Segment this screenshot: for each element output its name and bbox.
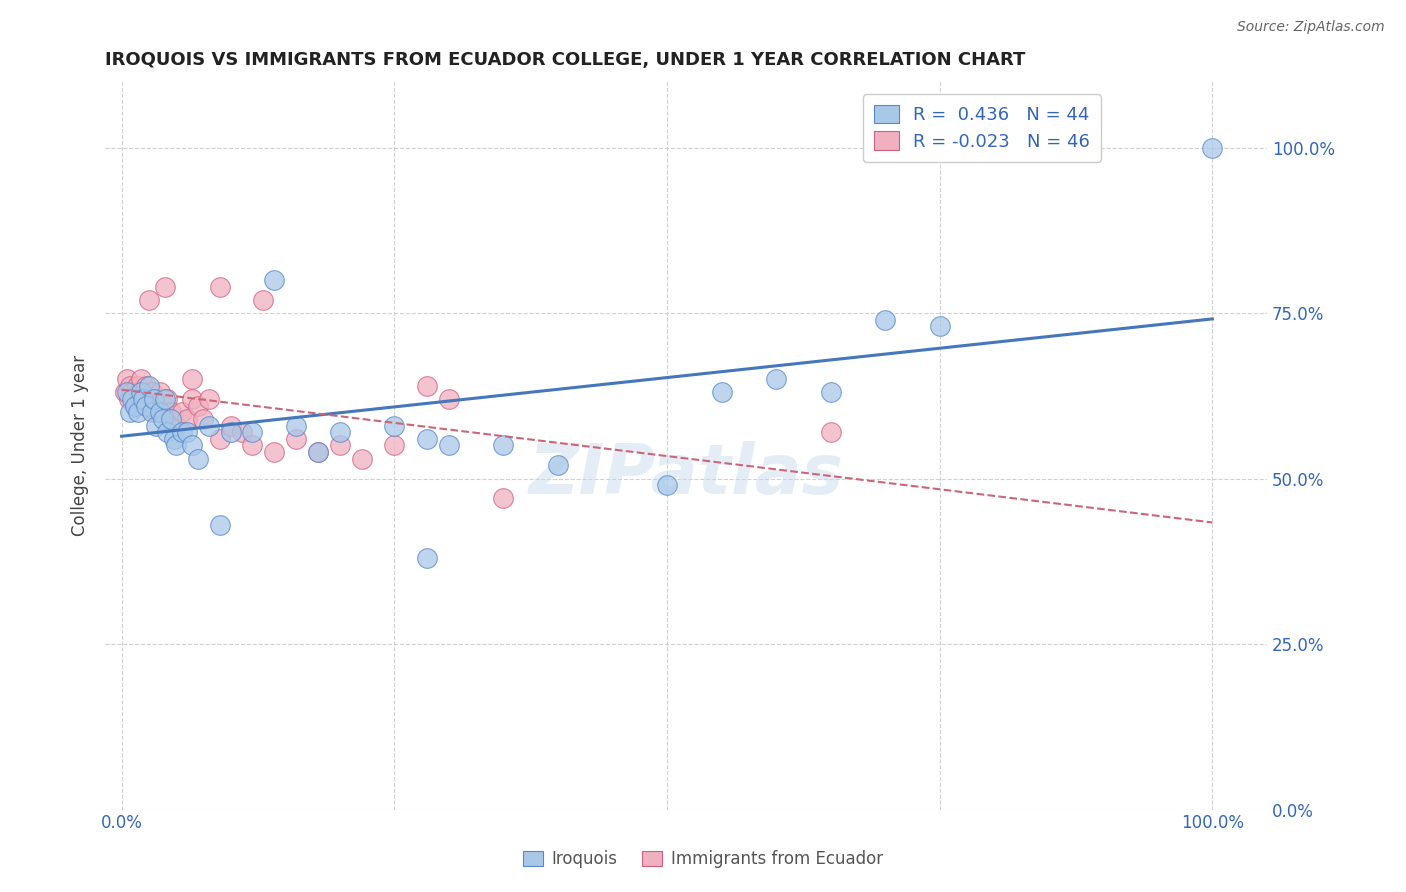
Point <box>242 438 264 452</box>
Point <box>176 412 198 426</box>
Point <box>125 379 148 393</box>
Point <box>187 451 209 466</box>
Point <box>242 425 264 440</box>
Point <box>416 551 439 566</box>
Text: IROQUOIS VS IMMIGRANTS FROM ECUADOR COLLEGE, UNDER 1 YEAR CORRELATION CHART: IROQUOIS VS IMMIGRANTS FROM ECUADOR COLL… <box>105 51 1025 69</box>
Text: Source: ZipAtlas.com: Source: ZipAtlas.com <box>1237 20 1385 34</box>
Legend: Iroquois, Immigrants from Ecuador: Iroquois, Immigrants from Ecuador <box>516 844 890 875</box>
Legend: R =  0.436   N = 44, R = -0.023   N = 46: R = 0.436 N = 44, R = -0.023 N = 46 <box>863 94 1101 161</box>
Point <box>152 412 174 426</box>
Point <box>121 392 143 406</box>
Point <box>145 418 167 433</box>
Point <box>141 385 163 400</box>
Point <box>710 385 733 400</box>
Point <box>187 399 209 413</box>
Point <box>118 392 141 406</box>
Point <box>285 418 308 433</box>
Point <box>121 385 143 400</box>
Point <box>329 438 352 452</box>
Point <box>307 445 329 459</box>
Point <box>129 372 152 386</box>
Point <box>138 293 160 307</box>
Point <box>263 445 285 459</box>
Point <box>145 405 167 419</box>
Point <box>416 432 439 446</box>
Point <box>165 418 187 433</box>
Point <box>138 399 160 413</box>
Text: ZIPatlas: ZIPatlas <box>529 441 844 508</box>
Point <box>156 392 179 406</box>
Point <box>219 425 242 440</box>
Point <box>124 399 146 413</box>
Point <box>114 385 136 400</box>
Point <box>120 405 142 419</box>
Point <box>159 412 181 426</box>
Point <box>141 405 163 419</box>
Point <box>928 319 950 334</box>
Y-axis label: College, Under 1 year: College, Under 1 year <box>72 355 89 536</box>
Point <box>181 438 204 452</box>
Point <box>231 425 253 440</box>
Point <box>170 405 193 419</box>
Point <box>156 425 179 440</box>
Point <box>198 392 221 406</box>
Point <box>382 438 405 452</box>
Point <box>129 385 152 400</box>
Point <box>875 312 897 326</box>
Point <box>1201 140 1223 154</box>
Point <box>350 451 373 466</box>
Point <box>219 418 242 433</box>
Point <box>252 293 274 307</box>
Point <box>181 392 204 406</box>
Point <box>127 405 149 419</box>
Point <box>198 418 221 433</box>
Point <box>382 418 405 433</box>
Point <box>208 517 231 532</box>
Point <box>170 425 193 440</box>
Point <box>120 379 142 393</box>
Point <box>115 372 138 386</box>
Point <box>155 392 177 406</box>
Point <box>492 491 515 506</box>
Point <box>143 392 166 406</box>
Point <box>138 379 160 393</box>
Point <box>149 405 172 419</box>
Point <box>547 458 569 473</box>
Point <box>124 399 146 413</box>
Point <box>135 379 157 393</box>
Point <box>159 405 181 419</box>
Point <box>765 372 787 386</box>
Point <box>165 438 187 452</box>
Point <box>820 385 842 400</box>
Point <box>492 438 515 452</box>
Point <box>416 379 439 393</box>
Point <box>143 392 166 406</box>
Point <box>193 412 215 426</box>
Point <box>208 279 231 293</box>
Point <box>149 385 172 400</box>
Point <box>176 425 198 440</box>
Point <box>115 385 138 400</box>
Point <box>208 432 231 446</box>
Point <box>132 392 155 406</box>
Point <box>263 273 285 287</box>
Point <box>285 432 308 446</box>
Point <box>135 399 157 413</box>
Point <box>181 372 204 386</box>
Point <box>128 385 150 400</box>
Point <box>329 425 352 440</box>
Point <box>155 279 177 293</box>
Point <box>655 478 678 492</box>
Point <box>820 425 842 440</box>
Point <box>307 445 329 459</box>
Point <box>152 399 174 413</box>
Point <box>437 392 460 406</box>
Point <box>155 405 177 419</box>
Point <box>163 432 186 446</box>
Point <box>132 392 155 406</box>
Point <box>437 438 460 452</box>
